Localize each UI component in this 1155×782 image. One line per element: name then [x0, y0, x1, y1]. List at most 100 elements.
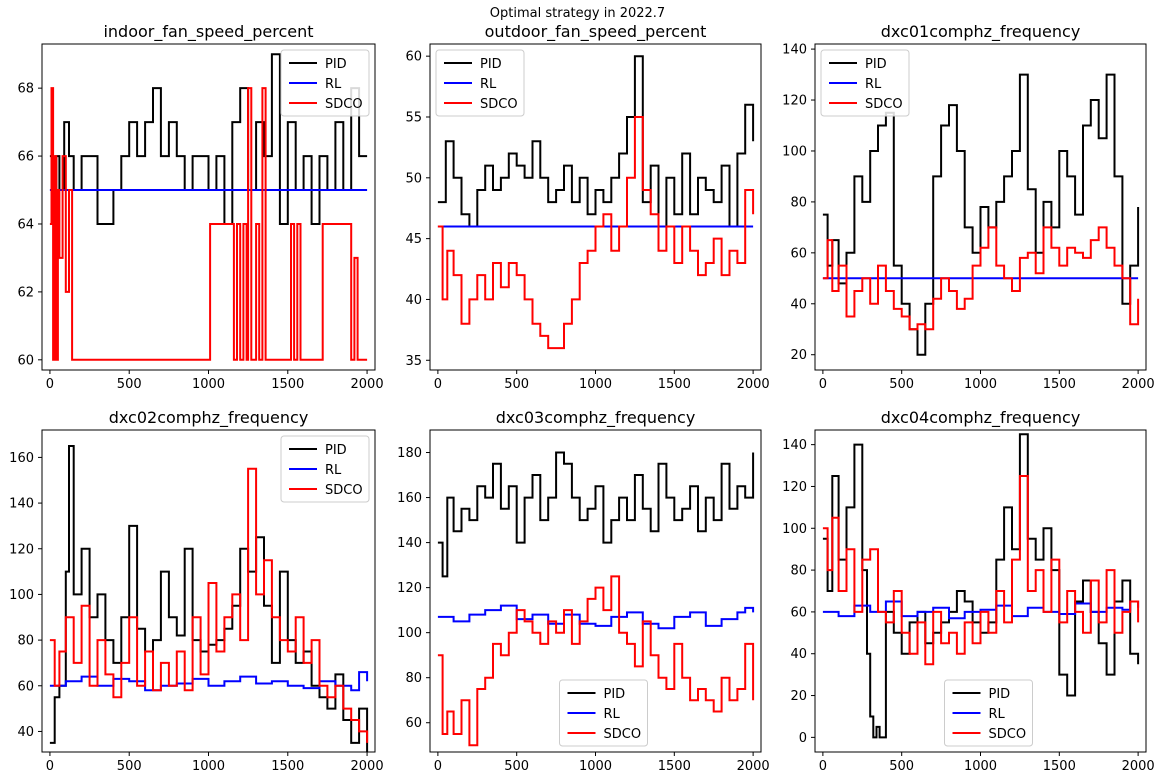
- legend-box: [820, 49, 910, 117]
- y-tick-label: 60: [17, 353, 34, 368]
- x-tick-label: 2000: [1122, 759, 1155, 774]
- subplot-title: outdoor_fan_speed_percent: [485, 22, 707, 42]
- y-tick-label: 55: [405, 110, 422, 125]
- series-group: [822, 73, 1140, 356]
- x-tick-label: 1500: [1043, 377, 1076, 392]
- y-tick-label: 120: [782, 94, 807, 109]
- x-tick-label: 500: [117, 377, 142, 392]
- x-tick-label: 2000: [737, 759, 770, 774]
- x-tick-label: 1500: [1043, 759, 1076, 774]
- legend-label-pid: PID: [865, 57, 887, 72]
- subplot-title: dxc04comphz_frequency: [881, 408, 1081, 428]
- y-tick-label: 80: [790, 564, 807, 579]
- x-tick-label: 500: [889, 759, 914, 774]
- y-tick-label: 100: [782, 144, 807, 159]
- series-group: [49, 53, 368, 361]
- y-tick-label: 60: [405, 50, 422, 65]
- subplot-4: dxc02comphz_frequency 0 500 1000 1500 2000 40 6…: [9, 408, 383, 774]
- subplot-6: dxc04comphz_frequency 0 500 1000 1500 2000 0 20…: [782, 408, 1154, 774]
- legend: PID RL SDCO: [280, 49, 370, 117]
- x-tick-label: 1000: [964, 377, 997, 392]
- subplot-2: outdoor_fan_speed_percent 0 500 1000 1500 200…: [405, 22, 769, 392]
- y-tick-label: 40: [17, 725, 34, 740]
- y-tick-label: 120: [9, 542, 34, 557]
- y-tick-label: 100: [782, 522, 807, 537]
- y-tick-label: 40: [790, 297, 807, 312]
- subplot-title: indoor_fan_speed_percent: [103, 22, 313, 42]
- x-tick-label: 1000: [192, 759, 225, 774]
- x-tick-label: 1000: [579, 377, 612, 392]
- x-tick-label: 1500: [271, 759, 304, 774]
- subplot-1: indoor_fan_speed_percent 0 500 1000 1500 2000…: [17, 22, 383, 392]
- subplot-title: dxc03comphz_frequency: [496, 408, 696, 428]
- legend-label-pid: PID: [325, 443, 347, 458]
- series-line-rl: [437, 604, 755, 630]
- x-tick-label: 500: [504, 759, 529, 774]
- x-tick-label: 0: [819, 759, 827, 774]
- y-tick-label: 20: [790, 348, 807, 363]
- y-tick-label: 50: [405, 171, 422, 186]
- y-tick-label: 80: [790, 195, 807, 210]
- y-tick-label: 40: [405, 293, 422, 308]
- x-tick-label: 1500: [271, 377, 304, 392]
- legend: PID RL SDCO: [280, 435, 370, 503]
- legend-label-sdco: SDCO: [325, 97, 363, 112]
- y-tick-label: 35: [405, 354, 422, 369]
- y-tick-label: 60: [405, 716, 422, 731]
- series-group: [49, 445, 369, 752]
- y-tick-label: 20: [790, 689, 807, 704]
- legend-label-rl: RL: [604, 707, 621, 722]
- series-line-sdco: [822, 226, 1140, 331]
- x-tick-label: 1000: [192, 377, 225, 392]
- x-tick-label: 500: [504, 377, 529, 392]
- legend: PID RL SDCO: [559, 679, 648, 747]
- subplot-title: dxc02comphz_frequency: [109, 408, 309, 428]
- y-tick-label: 60: [17, 679, 34, 694]
- y-tick-label: 45: [405, 232, 422, 247]
- x-tick-label: 1000: [964, 759, 997, 774]
- legend-label-rl: RL: [325, 463, 342, 478]
- legend-label-rl: RL: [989, 707, 1006, 722]
- x-tick-label: 2000: [1122, 377, 1155, 392]
- y-tick-label: 140: [397, 536, 422, 551]
- legend-label-pid: PID: [604, 687, 626, 702]
- legend-label-pid: PID: [480, 57, 502, 72]
- x-tick-label: 0: [46, 377, 54, 392]
- x-tick-label: 1000: [579, 759, 612, 774]
- series-line-sdco: [822, 475, 1140, 666]
- x-tick-label: 0: [434, 377, 442, 392]
- legend-label-sdco: SDCO: [325, 483, 363, 498]
- series-line-pid: [822, 73, 1140, 356]
- legend-box: [435, 49, 525, 117]
- y-tick-label: 120: [397, 581, 422, 596]
- series-line-pid: [437, 55, 755, 228]
- legend-label-sdco: SDCO: [604, 727, 642, 742]
- y-tick-label: 160: [9, 451, 34, 466]
- y-tick-label: 140: [782, 438, 807, 453]
- x-tick-label: 1500: [658, 377, 691, 392]
- series-line-sdco: [49, 87, 368, 361]
- x-tick-label: 0: [434, 759, 442, 774]
- figure-title: Optimal strategy in 2022.7: [489, 6, 666, 21]
- series-group: [437, 451, 755, 747]
- legend-label-rl: RL: [325, 77, 342, 92]
- legend-label-sdco: SDCO: [480, 97, 518, 112]
- y-tick-label: 100: [397, 626, 422, 641]
- y-tick-label: 140: [9, 497, 34, 512]
- series-group: [437, 55, 755, 350]
- legend-label-pid: PID: [325, 57, 347, 72]
- series-line-pid: [437, 451, 755, 578]
- series-group: [822, 433, 1140, 739]
- subplot-3: dxc01comphz_frequency 0 500 1000 1500 2000 20 4…: [782, 22, 1154, 392]
- series-line-pid: [822, 433, 1140, 739]
- legend-box: [944, 679, 1033, 747]
- series-line-sdco: [437, 575, 755, 747]
- x-tick-label: 0: [819, 377, 827, 392]
- y-tick-label: 62: [17, 285, 34, 300]
- y-tick-label: 0: [799, 731, 807, 746]
- x-tick-label: 1500: [658, 759, 691, 774]
- y-tick-label: 64: [17, 217, 34, 232]
- subplot-5: dxc03comphz_frequency 0 500 1000 1500 2000 60 8…: [397, 408, 769, 774]
- legend-label-sdco: SDCO: [865, 97, 903, 112]
